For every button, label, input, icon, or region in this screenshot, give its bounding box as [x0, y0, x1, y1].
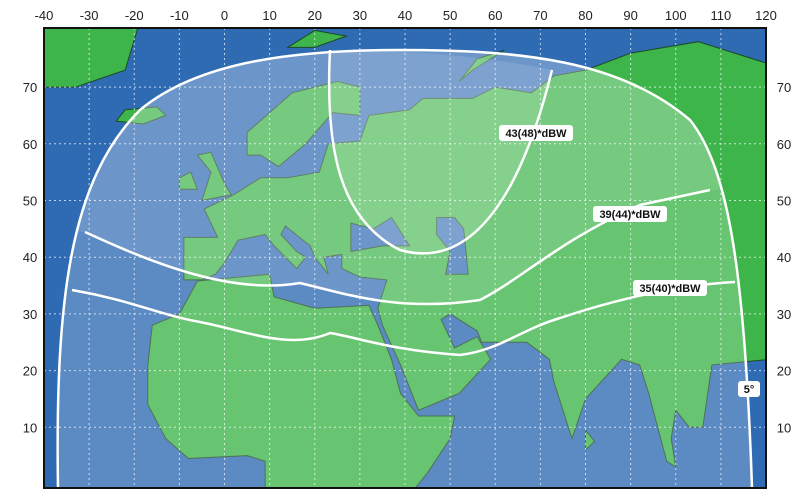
lat-tick-label-left: 70 — [23, 80, 37, 95]
label-35: 35(40)*dBW — [639, 283, 701, 295]
lat-tick-label-right: 40 — [777, 250, 791, 265]
label-43: 43(48)*dBW — [505, 128, 567, 140]
land-novaya — [458, 49, 505, 82]
lat-tick-label-right: 50 — [777, 194, 791, 209]
label-39: 39(44)*dBW — [599, 209, 661, 221]
lon-tick-label: 0 — [221, 8, 228, 23]
lon-tick-label: 100 — [665, 8, 687, 23]
lat-tick-label-left: 60 — [23, 137, 37, 152]
lon-tick-label: 120 — [755, 8, 777, 23]
contour-5 — [56, 48, 754, 488]
lon-tick-label: 80 — [578, 8, 592, 23]
lon-tick-label: 40 — [398, 8, 412, 23]
lon-tick-label: 90 — [623, 8, 637, 23]
land-greenland — [44, 28, 139, 88]
landmass — [44, 28, 766, 488]
label-5-deg: 5° — [744, 384, 755, 396]
contour-43 — [327, 49, 554, 255]
lon-tick-label: 50 — [443, 8, 457, 23]
lat-tick-label-left: 50 — [23, 194, 37, 209]
land-svalbard — [285, 29, 349, 48]
lat-tick-label-right: 10 — [777, 420, 791, 435]
sea-blacksea — [350, 216, 411, 253]
contour-35 — [71, 280, 736, 357]
land-ireland — [178, 171, 199, 190]
land-eurasia — [183, 41, 766, 469]
land-scandinavia — [246, 80, 361, 168]
lon-tick-label: 110 — [711, 8, 732, 23]
lon-tick-label: -30 — [80, 8, 99, 23]
lat-tick-label-right: 60 — [777, 137, 791, 152]
lon-tick-label: 10 — [262, 8, 276, 23]
lat-tick-label-left: 40 — [23, 250, 37, 265]
land-britain — [196, 151, 233, 202]
lat-tick-label-right: 30 — [777, 307, 791, 322]
contour-labels: 43(48)*dBW 39(44)*dBW 35(40)*dBW 5° — [499, 125, 760, 397]
lat-tick-label-left: 30 — [23, 307, 37, 322]
lat-tick-label-left: 10 — [23, 420, 37, 435]
lat-tick-label-left: 20 — [23, 364, 37, 379]
land-srilanka — [585, 428, 596, 452]
contour-39 — [84, 188, 711, 306]
lon-tick-label: 70 — [533, 8, 547, 23]
lat-tick-label-right: 70 — [777, 80, 791, 95]
lon-tick-label: -40 — [35, 8, 54, 23]
graticule — [44, 28, 766, 488]
lon-tick-label: -20 — [125, 8, 144, 23]
lon-tick-label: -10 — [170, 8, 189, 23]
lon-tick-label: 30 — [353, 8, 367, 23]
lat-tick-label-right: 20 — [777, 364, 791, 379]
lon-tick-label: 60 — [488, 8, 502, 23]
lon-tick-label: 20 — [308, 8, 322, 23]
map-frame — [43, 27, 767, 489]
land-iceland — [115, 106, 167, 125]
